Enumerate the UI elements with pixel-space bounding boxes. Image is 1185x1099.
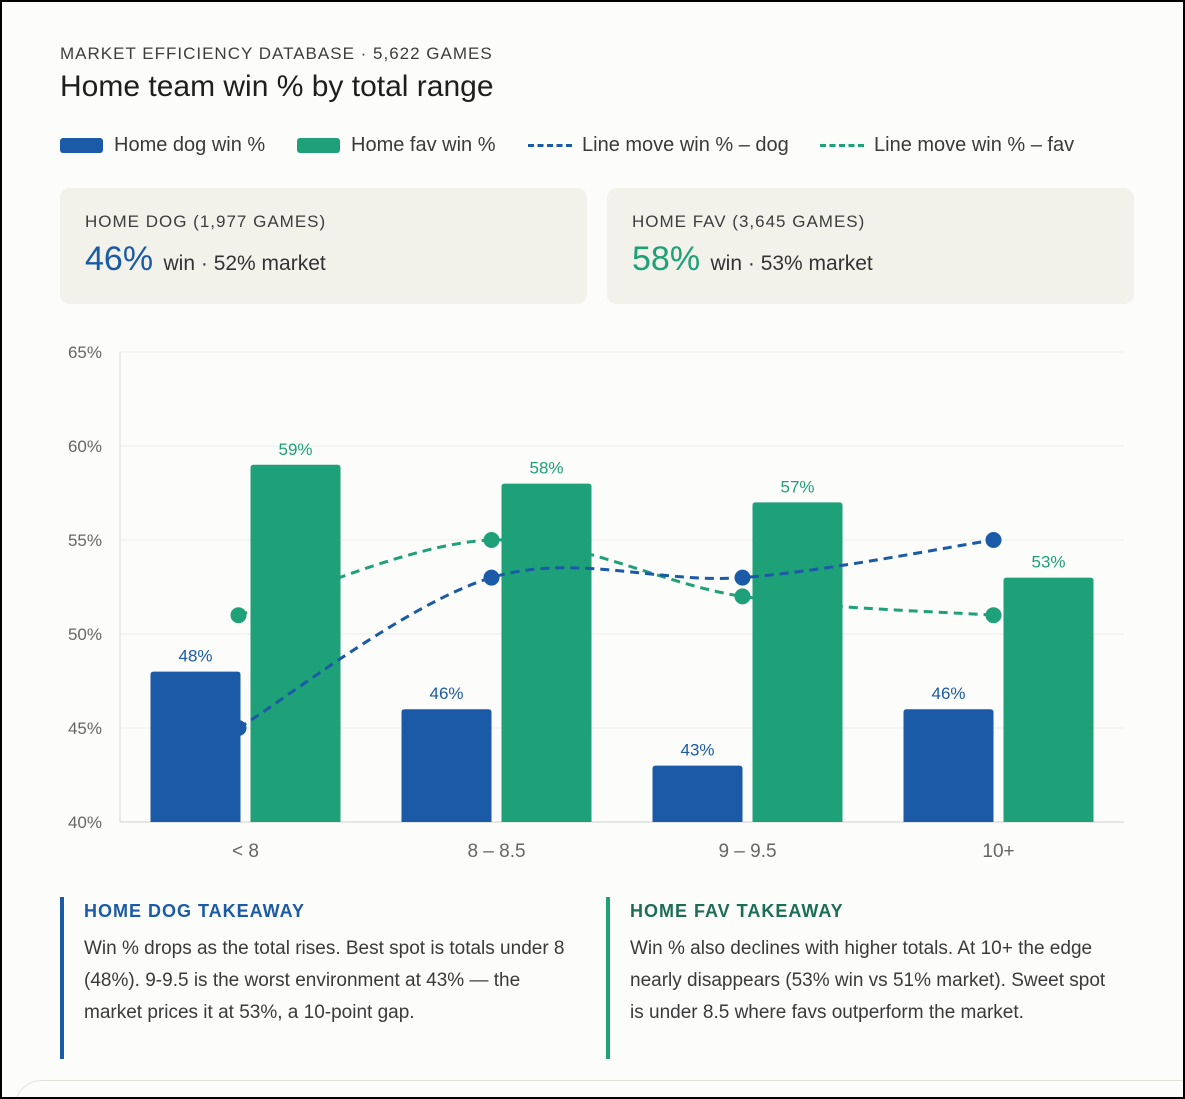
line-move-fav-point	[985, 607, 1002, 624]
data-label-dog: 48%	[178, 647, 212, 666]
bar-home-fav	[501, 483, 592, 822]
y-tick-label: 65%	[68, 343, 102, 362]
legend-item-line-move-dog: Line move win % – dog	[528, 134, 789, 157]
legend-label: Line move win % – dog	[582, 134, 789, 156]
dataset-eyebrow: MARKET EFFICIENCY DATABASE · 5,622 GAMES	[60, 44, 493, 63]
card-label: HOME FAV (3,645 GAMES)	[632, 212, 866, 231]
home-dog-takeaway: HOME DOG TAKEAWAY Win % drops as the tot…	[60, 897, 565, 1059]
line-move-fav-point	[230, 607, 247, 624]
takeaway-text: Win % drops as the total rises. Best spo…	[84, 938, 565, 1023]
legend-item-home-dog: Home dog win %	[60, 134, 265, 157]
legend-label: Line move win % – fav	[874, 134, 1075, 156]
y-tick-label: 40%	[68, 813, 102, 832]
takeaway-text: Win % also declines with higher totals. …	[630, 938, 1106, 1023]
bar-home-fav	[1003, 577, 1094, 822]
data-label-fav: 59%	[278, 440, 312, 459]
card-win-pct: 46%	[85, 240, 154, 278]
legend-item-line-move-fav: Line move win % – fav	[820, 134, 1074, 157]
line-move-fav-point	[483, 532, 500, 548]
home-dog-stat-card: HOME DOG (1,977 GAMES) 46% win · 52% mar…	[60, 188, 587, 304]
legend-swatch-dog	[60, 138, 103, 153]
home-fav-takeaway: HOME FAV TAKEAWAY Win % also declines wi…	[606, 897, 1105, 1059]
y-tick-label: 45%	[68, 719, 102, 738]
win-pct-chart: 40% 45% 50% 55% 60% 65% 48% 59% < 8 46% 58% 8 – 8.5…	[68, 343, 1124, 862]
data-label-fav: 57%	[780, 477, 814, 496]
line-move-fav-point	[734, 588, 751, 605]
legend-swatch-fav	[297, 138, 340, 153]
data-label-fav: 53%	[1031, 553, 1065, 572]
card-market: win · 52% market	[163, 252, 326, 275]
bar-home-dog	[401, 709, 492, 822]
x-tick-label: 9 – 9.5	[718, 841, 776, 862]
legend-dash-fav	[820, 144, 864, 147]
home-fav-stat-card: HOME FAV (3,645 GAMES) 58% win · 53% mar…	[607, 188, 1134, 304]
x-tick-label: < 8	[232, 841, 259, 862]
legend-dash-dog	[528, 144, 572, 147]
line-move-dog-line	[237, 538, 994, 730]
card-value-row: 58% win · 53% market	[632, 240, 873, 279]
chart-title: Home team win % by total range	[60, 70, 494, 103]
y-tick-label: 55%	[68, 531, 102, 550]
takeaway-heading: HOME DOG TAKEAWAY	[84, 901, 306, 921]
takeaway-heading: HOME FAV TAKEAWAY	[630, 901, 844, 921]
y-tick-label: 60%	[68, 437, 102, 456]
legend-label: Home fav win %	[351, 134, 496, 156]
card-market: win · 53% market	[710, 252, 873, 275]
bar-home-fav	[250, 464, 341, 822]
line-move-dog-point	[483, 569, 500, 586]
data-label-dog: 46%	[931, 684, 965, 703]
x-tick-label: 8 – 8.5	[467, 841, 525, 862]
legend-item-home-fav: Home fav win %	[297, 134, 496, 157]
card-label: HOME DOG (1,977 GAMES)	[85, 212, 327, 231]
x-tick-label: 10+	[982, 841, 1014, 862]
data-label-dog: 43%	[680, 741, 714, 760]
line-move-dog-point	[734, 569, 751, 586]
card-value-row: 46% win · 52% market	[85, 240, 326, 279]
data-label-dog: 46%	[429, 684, 463, 703]
bar-home-dog	[150, 671, 241, 822]
next-panel-edge	[14, 1080, 1183, 1097]
bar-home-fav	[752, 502, 843, 822]
legend-label: Home dog win %	[114, 134, 266, 156]
line-move-dog-point	[230, 720, 247, 736]
data-label-fav: 58%	[529, 459, 563, 478]
bar-home-dog	[652, 765, 743, 822]
y-tick-label: 50%	[68, 625, 102, 644]
bar-home-dog	[903, 709, 994, 822]
card-win-pct: 58%	[632, 240, 701, 278]
line-move-fav-line	[238, 538, 994, 617]
line-move-dog-point	[985, 532, 1002, 548]
